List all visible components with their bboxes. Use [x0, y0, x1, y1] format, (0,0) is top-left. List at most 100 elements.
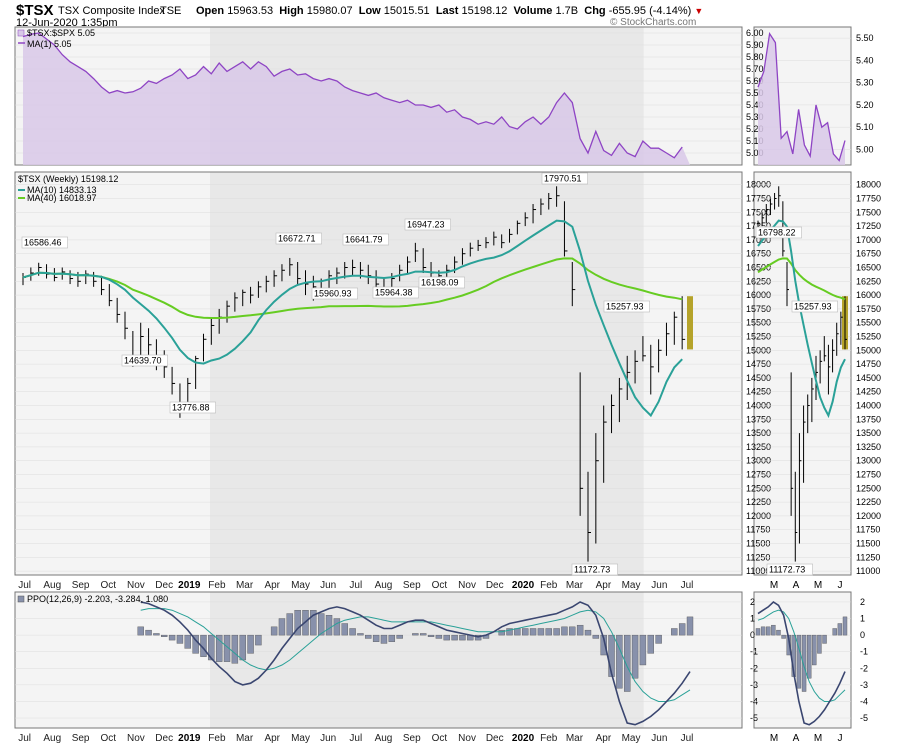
price-bar: [673, 311, 678, 345]
ppo-zoom-histogram-bar: [781, 634, 786, 639]
ppo-zoom-histogram-bar: [822, 634, 827, 644]
ppo-histogram-bar: [506, 628, 513, 636]
ppo-zoom-histogram-bar: [766, 626, 771, 636]
price-zoom-annotation-box: [791, 300, 838, 313]
price-bar: [571, 261, 576, 307]
ppo-histogram-bar: [161, 634, 168, 637]
price-bar: [297, 261, 301, 285]
x-tick-zoom: M: [770, 580, 778, 591]
price-annotation-box: [603, 300, 650, 313]
ppo-y-tick: 2: [750, 597, 755, 607]
ppo-histogram-bar: [310, 610, 317, 636]
ppo-histogram-bar: [443, 634, 450, 641]
x-tick: Jun: [320, 580, 336, 591]
price-bar: [516, 220, 521, 235]
ratio-area: [23, 33, 690, 165]
ppo-histogram-bar: [215, 634, 223, 662]
price-zoom-y-tick: 15000: [856, 345, 881, 355]
price-zoom-y-tick: 12750: [856, 470, 881, 480]
x-tick-bottom: Dec: [486, 733, 504, 744]
low-value: 15015.51: [383, 5, 430, 17]
ppo-histogram-bar: [451, 634, 458, 641]
price-bar: [595, 433, 599, 544]
ppo-histogram-bar: [514, 628, 521, 636]
ppo-histogram-bar: [686, 616, 694, 636]
x-tick-bottom: Jun: [320, 733, 336, 744]
ratio-y-tick: 5.10: [746, 136, 764, 146]
ratio-zoom-y-tick: 5.20: [856, 100, 874, 110]
price-zoom-y-tick: 12250: [856, 497, 881, 507]
ppo-histogram-bar: [325, 615, 333, 636]
price-bar: [352, 259, 356, 276]
x-tick-bottom: Mar: [236, 733, 254, 744]
x-tick: Aug: [43, 580, 61, 591]
ppo-histogram-bar: [427, 634, 435, 637]
high-label: High: [279, 5, 304, 17]
ppo-histogram-bar: [569, 626, 576, 636]
price-zoom-bar: [803, 405, 806, 483]
ratio-zoom-y-tick: 5.50: [856, 33, 874, 43]
low-label: Low: [358, 5, 381, 17]
x-tick-bottom: Feb: [540, 733, 558, 744]
price-zoom-y-tick: 15500: [856, 318, 881, 328]
ppo-zoom-histogram-bar: [760, 626, 766, 636]
ratio-zoom-y-tick: 5.40: [856, 55, 874, 65]
price-bar: [140, 322, 144, 356]
price-zoom-bar: [827, 344, 831, 395]
price-zoom-annotation-box: [766, 563, 813, 576]
x-tick: Sep: [72, 580, 90, 591]
price-bar: [642, 336, 646, 362]
x-tick: Dec: [486, 580, 504, 591]
ppo-histogram-bar: [522, 628, 529, 636]
ppo-zoom-histogram-bar: [801, 634, 807, 692]
x-tick-bottom-zoom: M: [814, 733, 822, 744]
ppo-histogram-bar: [396, 634, 403, 639]
ppo-histogram-bar: [168, 634, 176, 641]
price-zoom-y-tick: 17750: [856, 193, 881, 203]
ppo-histogram-bar: [624, 634, 631, 692]
price-zoom-bar: [778, 186, 781, 207]
x-tick-bottom: Nov: [458, 733, 476, 744]
ma10-legend-label: MA(10) 14833.13: [27, 185, 97, 195]
price-bar: [650, 344, 654, 395]
last-value: 15198.12: [461, 5, 508, 17]
ppo-zoom-histogram-bar: [776, 629, 781, 636]
open-label: Open: [196, 5, 225, 17]
price-bar: [618, 377, 623, 423]
ma10-line: [22, 219, 683, 418]
price-bar: [548, 192, 552, 210]
ma40-line: [22, 257, 683, 319]
x-tick: Dec: [155, 580, 173, 591]
down-arrow-icon: ▼: [694, 6, 704, 16]
price-bar: [407, 256, 411, 274]
ppo-signal-line: [140, 608, 691, 702]
ratio-line: [22, 32, 683, 159]
x-tick-bottom: Aug: [43, 733, 61, 744]
ratio-zoom-area: [758, 33, 845, 166]
price-zoom-y-tick: 14500: [856, 373, 881, 383]
price-annotation: 14639.70: [124, 356, 162, 366]
ppo-histogram-bar: [388, 634, 396, 642]
ppo-histogram-bar: [435, 634, 443, 639]
ohlc-summary: Open 15963.53 High 15980.07 Low 15015.51…: [196, 5, 703, 17]
ppo-histogram-bar: [286, 613, 293, 636]
volume-value: 1.7B: [555, 5, 579, 17]
ppo-zoom-panel-frame: [753, 591, 852, 729]
last-label: Last: [435, 5, 459, 17]
volume-label: Volume: [513, 5, 553, 17]
x-tick: Jul: [18, 580, 31, 591]
price-zoom-bar: [765, 204, 769, 224]
x-tick-bottom-zoom: M: [770, 733, 778, 744]
price-bar: [626, 355, 631, 400]
ppo-histogram-bar: [412, 633, 419, 636]
price-zoom-bar: [836, 322, 839, 356]
price-annotation: 13776.88: [172, 403, 210, 413]
price-zoom-y-tick: 13000: [856, 456, 881, 466]
ppo-zoom-histogram-bar: [837, 623, 843, 636]
ppo-histogram-bar: [498, 629, 505, 636]
ppo-zoom-y-tick: -1: [860, 647, 868, 657]
x-tick-bottom: Jun: [651, 733, 667, 744]
price-bar: [100, 275, 105, 296]
high-value: 15980.07: [306, 5, 353, 17]
ppo-histogram-bar: [537, 628, 545, 636]
